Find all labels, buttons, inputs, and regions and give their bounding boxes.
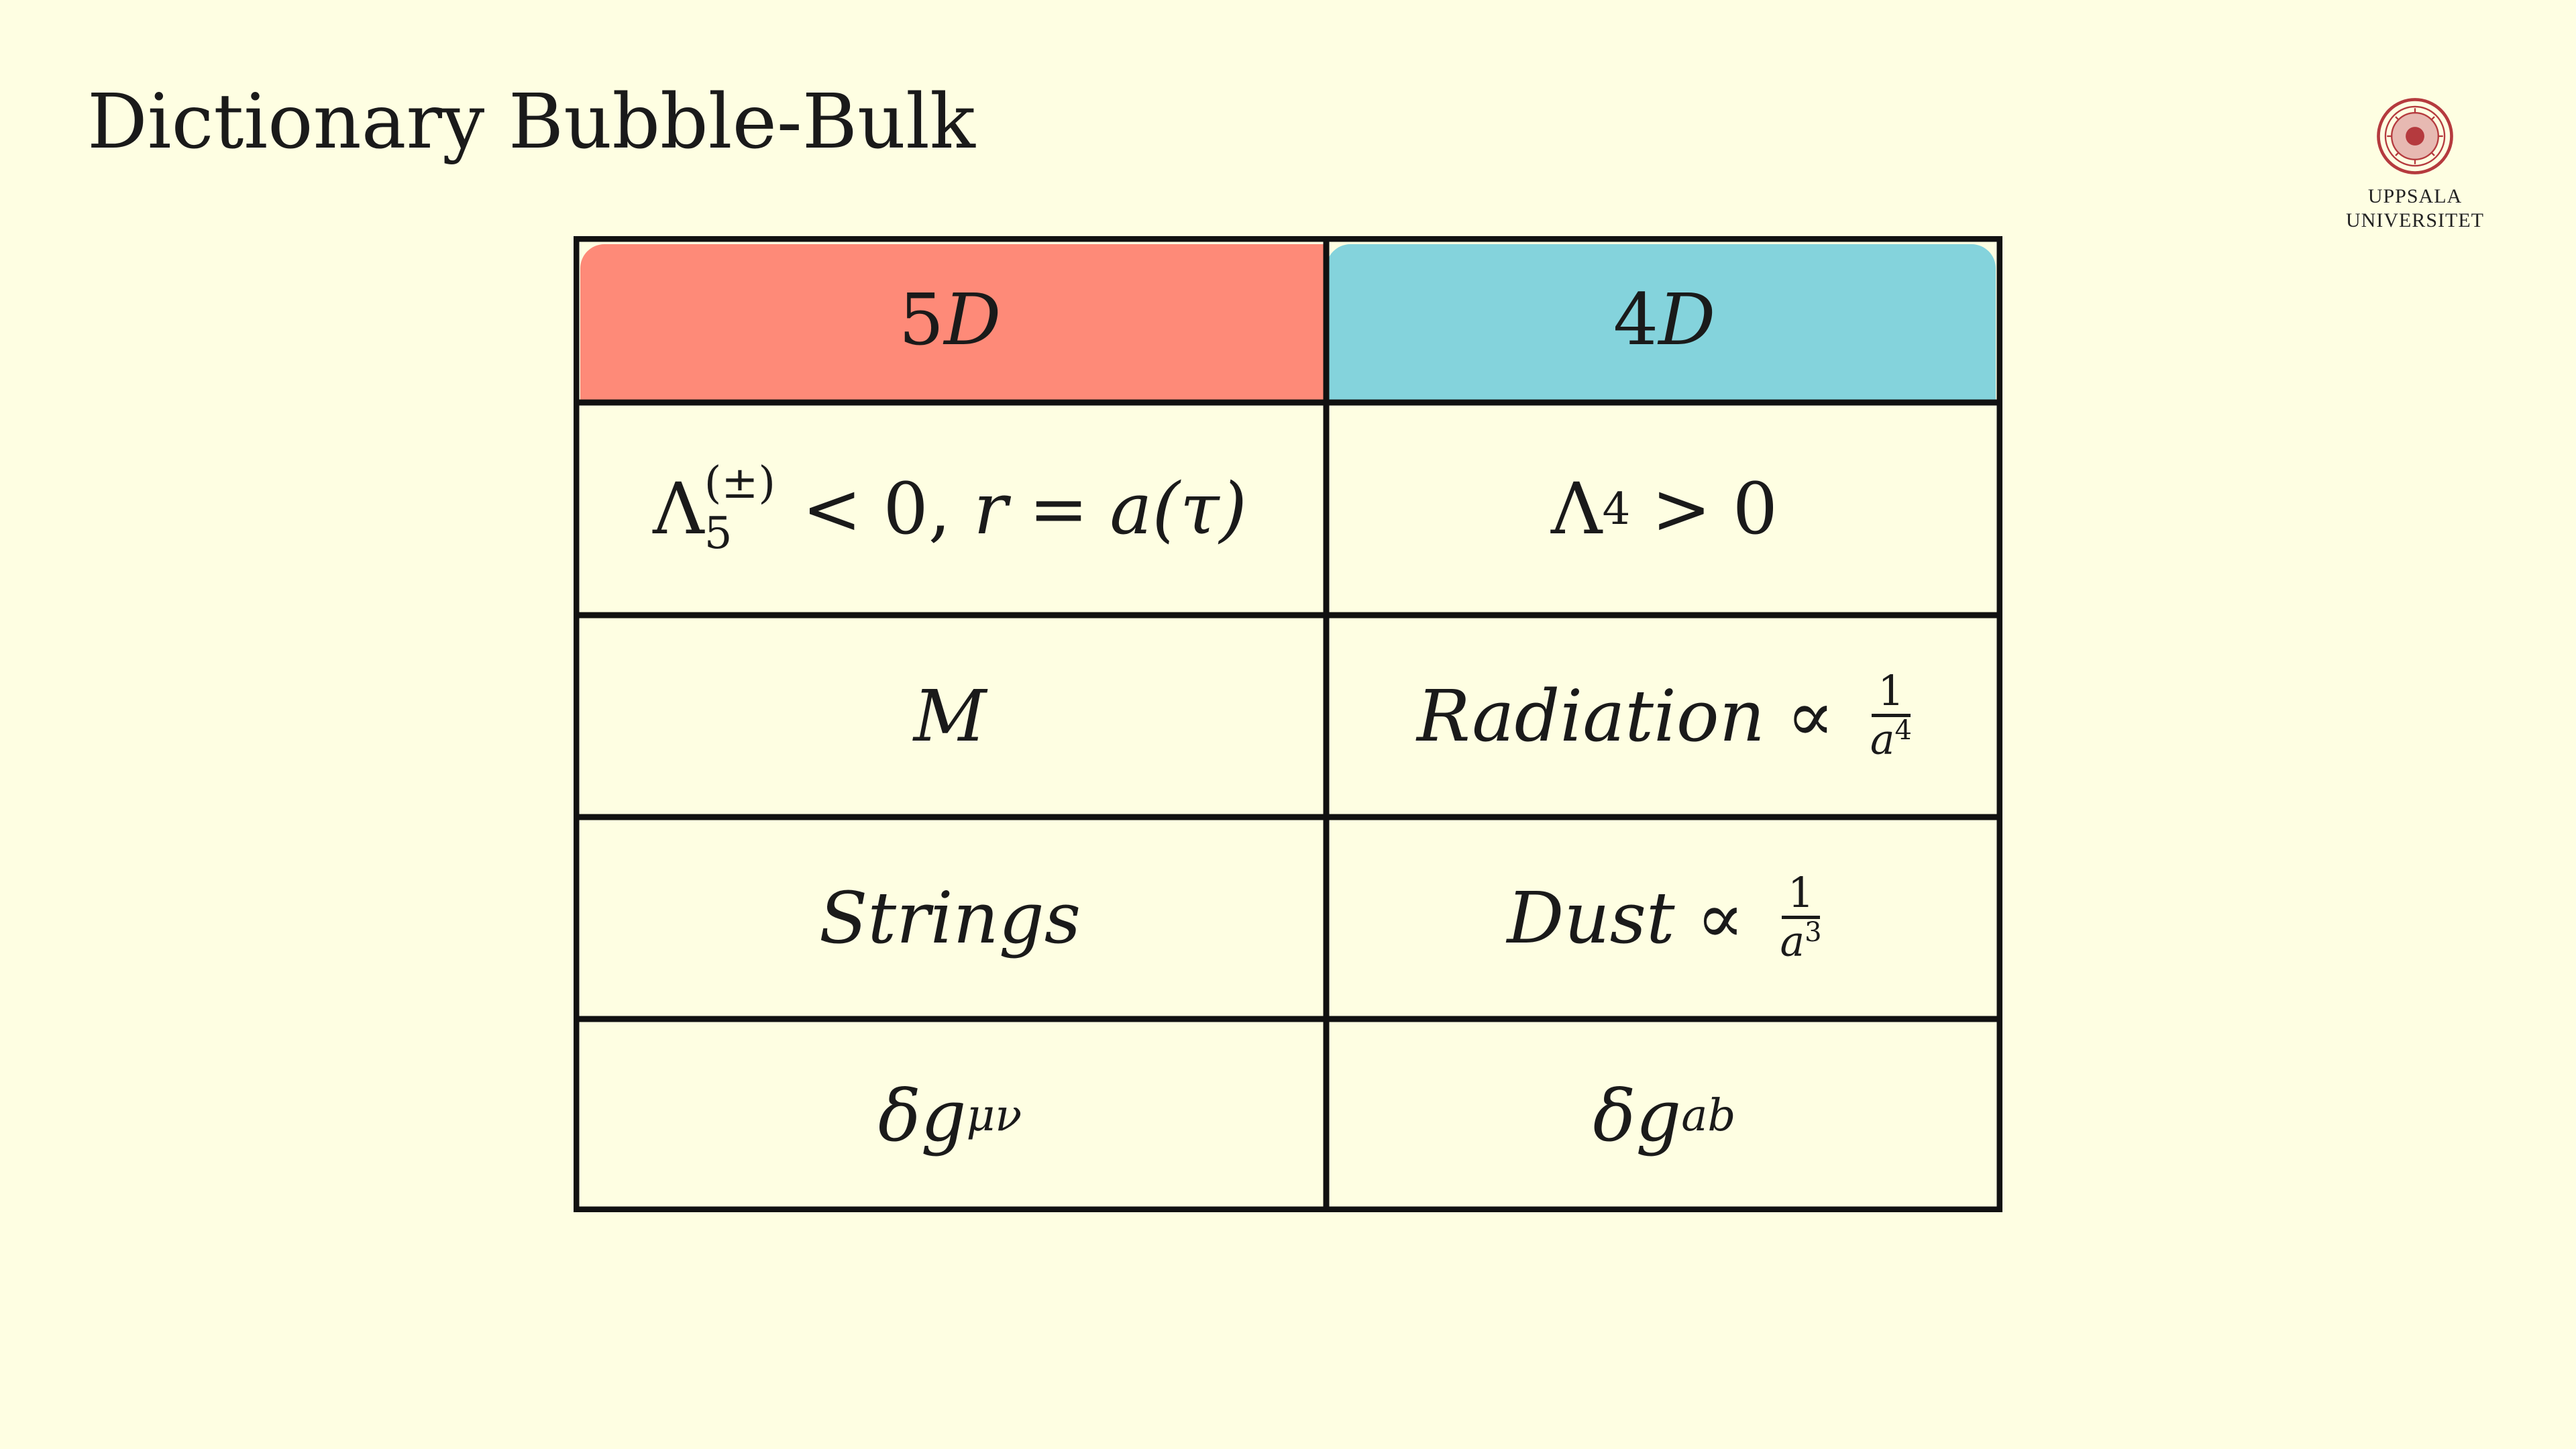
university-seal-icon xyxy=(2377,98,2453,174)
lambda-indices: (±) 5 xyxy=(704,457,776,559)
delta-symbol: δ xyxy=(877,1074,921,1157)
metric-g: g xyxy=(1635,1074,1682,1157)
header-4d-background xyxy=(1326,244,1996,402)
header-5d-number: 5 xyxy=(898,278,945,361)
proportional-sign: ∝ xyxy=(1786,675,1835,757)
greater-than-sign: > xyxy=(1652,468,1711,550)
lambda-symbol: Λ xyxy=(653,468,704,550)
cell-mass: M xyxy=(913,675,987,757)
radiation-fraction: 1 a4 xyxy=(1870,670,1912,762)
header-4d-variable: D xyxy=(1658,278,1716,361)
fraction-denominator: a4 xyxy=(1870,714,1912,764)
radiation-word: Radiation xyxy=(1417,675,1766,757)
university-logo: UPPSALA UNIVERSITET xyxy=(2328,97,2502,233)
fraction-numerator: 1 xyxy=(1781,872,1821,919)
fraction-denominator: a3 xyxy=(1780,916,1822,966)
slide-title: Dictionary Bubble-Bulk xyxy=(87,78,975,166)
cell-cosmological-constant-4d: Λ 4 >0 xyxy=(1326,402,2002,615)
metric-g: g xyxy=(920,1074,967,1157)
cell-radiation: Radiation ∝ 1 a4 xyxy=(1326,615,2002,817)
metric-indices: μν xyxy=(966,1090,1022,1141)
fraction-numerator: 1 xyxy=(1872,670,1911,717)
proper-time-argument: (τ) xyxy=(1152,468,1247,550)
equals-sign: = xyxy=(1028,468,1089,550)
lambda-subscript: 5 xyxy=(704,508,733,559)
university-name: UPPSALA UNIVERSITET xyxy=(2328,184,2502,233)
table-grid xyxy=(574,236,2002,1212)
lambda-superscript: (±) xyxy=(704,457,776,508)
cell-cosmological-constant-5d: Λ (±) 5 <0, r = a (τ) xyxy=(574,402,1326,615)
zero-value: 0, xyxy=(883,468,951,550)
university-name-line2: UNIVERSITET xyxy=(2346,209,2484,231)
cell-metric-perturbation-4d: δ g ab xyxy=(1326,1019,2002,1212)
proportional-sign: ∝ xyxy=(1696,877,1745,959)
cell-strings: Strings xyxy=(818,877,1081,959)
lambda-symbol: Λ xyxy=(1550,468,1603,550)
university-name-line1: UPPSALA xyxy=(2367,185,2463,207)
radius-variable: r xyxy=(973,468,1008,550)
header-5d-background xyxy=(580,244,1271,402)
zero-value: 0 xyxy=(1732,468,1778,550)
cell-dust: Dust ∝ 1 a3 xyxy=(1326,817,2002,1019)
header-4d-number: 4 xyxy=(1613,278,1659,361)
header-5d-variable: D xyxy=(944,278,1002,361)
lambda-subscript: 4 xyxy=(1602,483,1631,535)
dust-word: Dust xyxy=(1507,877,1675,959)
metric-indices: ab xyxy=(1681,1090,1736,1141)
scale-factor: a xyxy=(1110,468,1152,550)
dust-fraction: 1 a3 xyxy=(1780,872,1822,964)
header-5d-square-bottom xyxy=(580,370,1326,402)
header-4d-square-bottom xyxy=(1326,370,1996,402)
less-than-sign: < xyxy=(802,468,862,550)
header-5d-square-right xyxy=(1244,244,1326,402)
cell-metric-perturbation-5d: δ g μν xyxy=(574,1019,1326,1212)
delta-symbol: δ xyxy=(1593,1074,1636,1157)
